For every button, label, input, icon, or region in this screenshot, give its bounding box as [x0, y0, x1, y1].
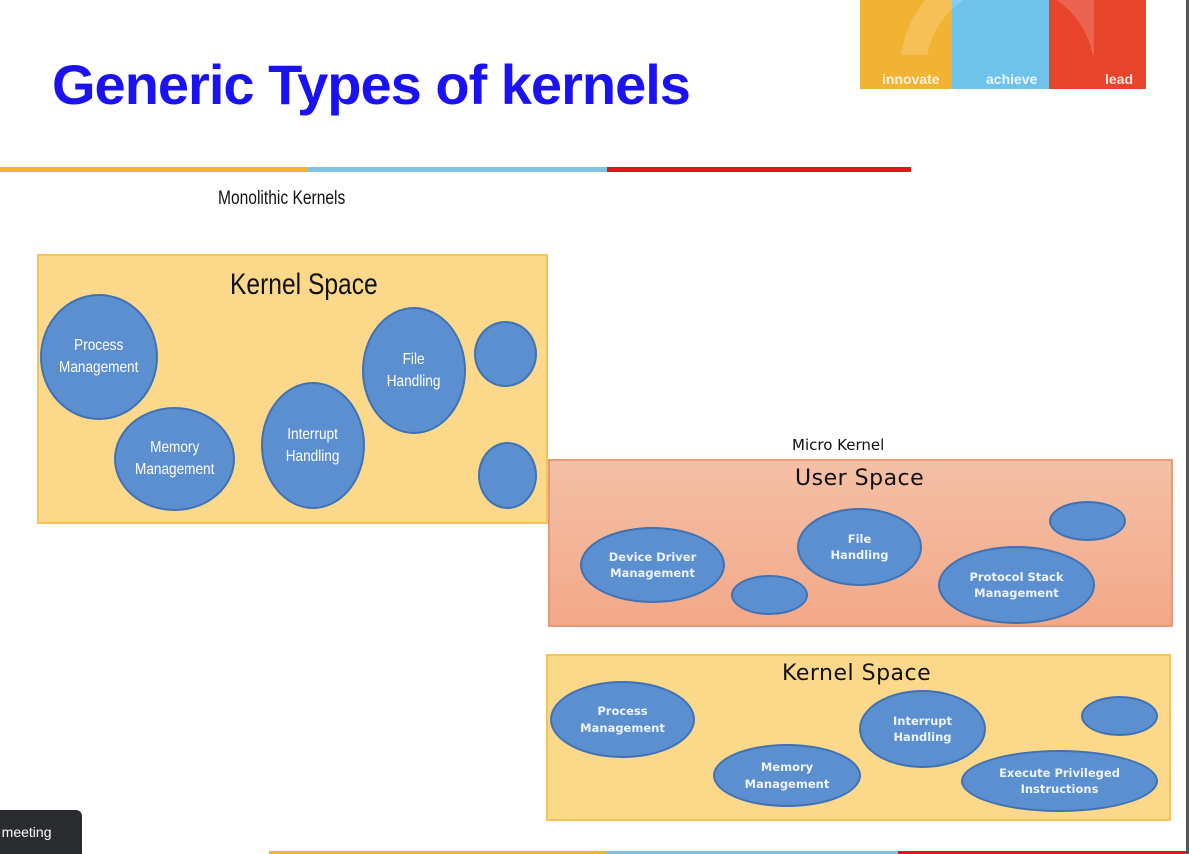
mono-memory-management-label: Memory Management — [134, 439, 215, 478]
kern-process-management: Process Management — [550, 681, 695, 758]
meeting-toast[interactable]: e meeting — [0, 810, 82, 854]
mono-process-management: Process Management — [40, 294, 158, 420]
kern-memory-management-label: Memory Management — [744, 760, 830, 791]
bottom-divider-red — [898, 851, 1186, 854]
mono-empty-circle-1 — [474, 321, 537, 387]
monolithic-caption: Monolithic Kernels — [218, 188, 346, 209]
slide-edge — [1186, 0, 1189, 854]
mono-memory-management: Memory Management — [114, 407, 235, 511]
divider-orange — [0, 167, 307, 172]
user-protocol-stack-management: Protocol Stack Management — [938, 546, 1095, 624]
kern-execute-privileged-instructions: Execute Privileged Instructions — [961, 750, 1158, 812]
monolithic-kernel-space-title: Kernel Space — [230, 268, 378, 301]
gear-icon — [900, 0, 1094, 55]
bottom-divider-orange — [269, 851, 605, 854]
divider-red — [607, 167, 911, 172]
kern-process-management-label: Process Management — [580, 704, 665, 735]
mono-file-handling: File Handling — [362, 307, 466, 434]
user-device-driver-label: Device Driver Management — [608, 549, 697, 580]
kern-empty-ellipse — [1081, 696, 1158, 736]
user-empty-ellipse-1 — [731, 575, 808, 615]
brand-label-achieve: achieve — [986, 71, 1038, 87]
slide-title: Generic Types of kernels — [52, 53, 691, 116]
micro-kernel-space-title: Kernel Space — [782, 661, 932, 686]
bottom-divider-blue — [605, 851, 898, 854]
user-empty-ellipse-2 — [1049, 501, 1126, 541]
user-protocol-stack-label: Protocol Stack Management — [969, 569, 1064, 600]
kern-interrupt-handling: Interrupt Handling — [859, 690, 986, 768]
kern-memory-management: Memory Management — [713, 744, 861, 807]
micro-user-space-title: User Space — [795, 466, 925, 491]
mono-file-handling-label: File Handling — [387, 350, 441, 390]
brand-label-lead: lead — [1105, 71, 1134, 87]
divider-blue — [307, 167, 607, 172]
user-file-handling: File Handling — [797, 508, 922, 586]
mono-interrupt-handling: Interrupt Handling — [261, 382, 365, 509]
mono-process-management-label: Process Management — [59, 337, 139, 376]
micro-kernel-caption: Micro Kernel — [792, 436, 885, 454]
kern-interrupt-handling-label: Interrupt Handling — [892, 713, 953, 744]
meeting-toast-text: e meeting — [0, 824, 52, 840]
brand-label-innovate: innovate — [882, 71, 940, 87]
kern-execute-privileged-label: Execute Privileged Instructions — [999, 765, 1120, 796]
user-device-driver-management: Device Driver Management — [580, 527, 725, 603]
mono-interrupt-handling-label: Interrupt Handling — [286, 425, 340, 465]
mono-empty-circle-2 — [478, 442, 537, 509]
user-file-handling-label: File Handling — [830, 531, 889, 562]
